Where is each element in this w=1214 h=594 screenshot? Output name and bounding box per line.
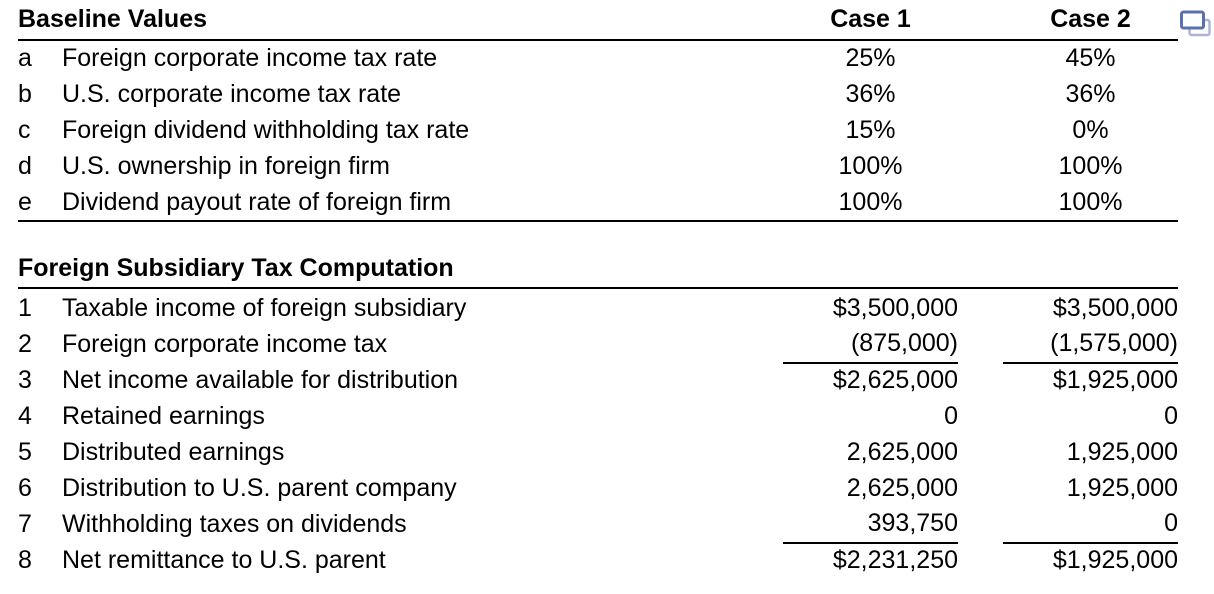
case2-value: 100% <box>1058 187 1123 216</box>
row-id: 6 <box>18 474 32 503</box>
row-id: 1 <box>18 294 32 323</box>
row-label: Net income available for distribution <box>62 366 459 395</box>
case1-value: $2,625,000 <box>832 366 958 395</box>
row-id: 8 <box>18 546 32 575</box>
case1-column-header: Case 1 <box>830 5 911 33</box>
row-label: Foreign dividend withholding tax rate <box>62 115 470 144</box>
table-row: 1 Taxable income of foreign subsidiary $… <box>18 291 1178 327</box>
case2-value: 0% <box>1072 115 1109 144</box>
row-label: Distribution to U.S. parent company <box>62 474 457 503</box>
row-label: Withholding taxes on dividends <box>62 510 407 539</box>
computation-section-title: Foreign Subsidiary Tax Computation <box>18 253 454 282</box>
case2-column-header: Case 2 <box>1050 5 1131 33</box>
table-row: a Foreign corporate income tax rate 25% … <box>18 41 1178 77</box>
case1-value: 2,625,000 <box>846 438 958 467</box>
case2-value: 45% <box>1065 44 1116 73</box>
case1-value: 36% <box>845 80 896 109</box>
row-id: b <box>18 80 32 109</box>
row-id: 3 <box>18 366 32 395</box>
section-spacer <box>18 222 1178 254</box>
baseline-section-title: Baseline Values <box>18 5 208 33</box>
row-label: Foreign corporate income tax <box>62 330 388 359</box>
baseline-header-row: Baseline Values Case 1 Case 2 <box>18 0 1178 41</box>
case1-value: $2,231,250 <box>832 546 958 575</box>
row-label: Taxable income of foreign subsidiary <box>62 294 467 323</box>
row-label: U.S. ownership in foreign firm <box>62 151 390 180</box>
copy-icon-glyph <box>1180 10 1211 37</box>
table-row: b U.S. corporate income tax rate 36% 36% <box>18 77 1178 113</box>
table-row: 3 Net income available for distribution … <box>18 363 1178 399</box>
row-id: d <box>18 151 32 180</box>
row-label: Distributed earnings <box>62 438 285 467</box>
table-row: 5 Distributed earnings 2,625,000 1,925,0… <box>18 435 1178 471</box>
row-label: Retained earnings <box>62 402 265 431</box>
table-row: d U.S. ownership in foreign firm 100% 10… <box>18 148 1178 184</box>
case1-value: 25% <box>845 44 896 73</box>
table-body: Baseline Values Case 1 Case 2 a Foreign … <box>18 0 1178 579</box>
row-label: Dividend payout rate of foreign firm <box>62 187 452 216</box>
case2-value: 1,925,000 <box>1066 474 1178 503</box>
row-label: U.S. corporate income tax rate <box>62 80 402 109</box>
case1-value: 100% <box>838 151 903 180</box>
row-id: c <box>18 115 31 144</box>
case2-value: 0 <box>1003 506 1178 544</box>
row-label: Net remittance to U.S. parent <box>62 546 386 575</box>
table-row: 7 Withholding taxes on dividends 393,750… <box>18 506 1178 544</box>
row-id: e <box>18 187 32 216</box>
case2-value: 100% <box>1058 151 1123 180</box>
row-id: 5 <box>18 438 32 467</box>
table-row: 8 Net remittance to U.S. parent $2,231,2… <box>18 543 1178 579</box>
case1-value: $3,500,000 <box>832 294 958 323</box>
table-row: c Foreign dividend withholding tax rate … <box>18 113 1178 149</box>
case2-value: 0 <box>1164 402 1178 431</box>
row-id: a <box>18 44 32 73</box>
case2-value: 36% <box>1065 80 1116 109</box>
table-row: 6 Distribution to U.S. parent company 2,… <box>18 471 1178 507</box>
row-id: 4 <box>18 402 32 431</box>
case2-value: (1,575,000) <box>1003 326 1178 364</box>
row-label: Foreign corporate income tax rate <box>62 44 438 73</box>
table-row: 4 Retained earnings 0 0 <box>18 399 1178 435</box>
case2-value: $1,925,000 <box>1052 366 1178 395</box>
case1-value: (875,000) <box>783 326 958 364</box>
case2-value: 1,925,000 <box>1066 438 1178 467</box>
computation-header-row: Foreign Subsidiary Tax Computation <box>18 254 1178 289</box>
case2-value: $3,500,000 <box>1052 294 1178 323</box>
case1-value: 15% <box>845 115 896 144</box>
case1-value: 2,625,000 <box>846 474 958 503</box>
case2-value: $1,925,000 <box>1052 546 1178 575</box>
copy-icon[interactable] <box>1180 10 1212 39</box>
case1-value: 100% <box>838 187 903 216</box>
case1-value: 393,750 <box>783 506 958 544</box>
table-row: 2 Foreign corporate income tax (875,000)… <box>18 326 1178 364</box>
case1-value: 0 <box>944 402 958 431</box>
row-id: 7 <box>18 510 32 539</box>
table-row: e Dividend payout rate of foreign firm 1… <box>18 184 1178 222</box>
row-id: 2 <box>18 330 32 359</box>
